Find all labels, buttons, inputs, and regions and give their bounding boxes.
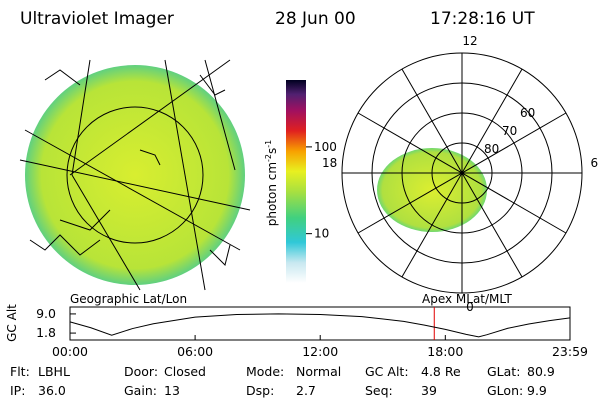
ring-label: 80 [484,142,499,156]
mlt-label: 6 [590,156,598,170]
colorbar [286,80,306,283]
ring-label: 60 [520,106,535,120]
y-tick-label: 9.0 [36,306,56,321]
info-label: GC Alt: [365,364,409,379]
info-value: 13 [164,383,180,398]
mlt-label: 18 [322,156,337,170]
time: 17:28:16 UT [430,9,535,29]
info-value: 80.9 [527,364,555,379]
info-value: LBHL [38,364,70,379]
x-tick-label: 12:00 [302,344,338,359]
info-value: 36.0 [38,383,66,398]
label-part: s [265,148,279,154]
colorbar-label: photon cm-2s-1 [264,140,279,227]
colorbar-tick-label: 100 [314,140,337,154]
date: 28 Jun 00 [275,9,356,29]
label-part: -1 [264,140,273,148]
subtitle-right: Apex MLat/MLT [422,292,512,306]
info-value: 2.7 [296,383,316,398]
label-part: photon cm [265,162,279,226]
info-label: Dsp: [246,383,274,398]
info-label: Flt: [10,364,30,379]
info-label: Seq: [365,383,393,398]
altitude-line [69,313,571,338]
ring-label: 70 [502,124,517,138]
x-tick-label: 06:00 [177,344,213,359]
lat-ring [371,82,553,264]
mlt-label: 12 [462,34,477,48]
x-tick-label: 18:00 [427,344,463,359]
info-label: Door: [124,364,158,379]
info-value: Normal [296,364,341,379]
info-label: Mode: [246,364,284,379]
title: Ultraviolet Imager [20,9,174,29]
info-value: 4.8 Re [421,364,461,379]
subtitle-left: Geographic Lat/Lon [70,292,187,306]
radial-line [357,112,567,234]
x-tick-label: 23:59 [552,344,588,359]
x-tick-label: 00:00 [52,344,88,359]
lat-ring [431,142,493,204]
info-label: GLat: [487,364,520,379]
info-value: Closed [164,364,206,379]
y-axis-label: GC Alt [5,304,19,342]
info-table: Flt: LBHL Door: Closed Mode: Normal GC Alt: 4.8… [10,364,555,398]
y-tick-label: 1.8 [36,325,56,340]
info-label: IP: [10,383,25,398]
info-label: GLon: [487,383,523,398]
info-label: Gain: [124,383,157,398]
colorbar-tick-label: 10 [314,227,329,241]
label-part: -2 [264,154,273,162]
info-value: 39 [421,383,437,398]
info-value: 9.9 [527,383,547,398]
lat-ring [401,112,523,234]
earth-image [19,59,251,291]
